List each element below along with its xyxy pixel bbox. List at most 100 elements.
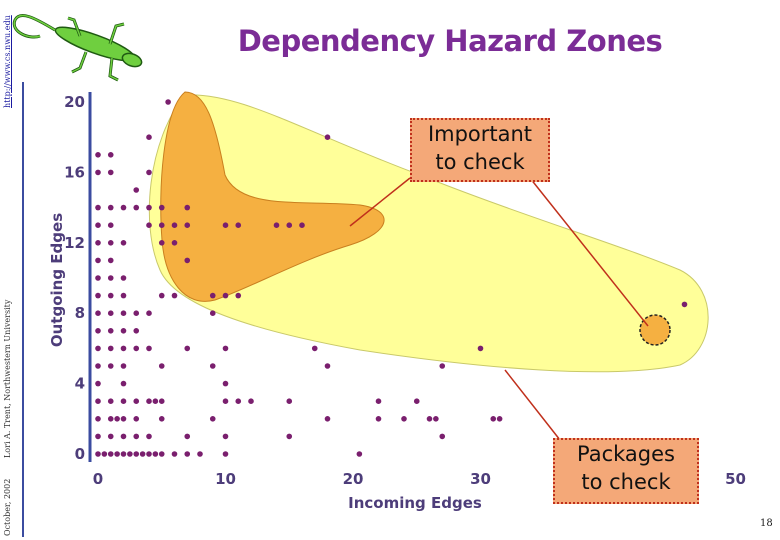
data-point: [152, 398, 159, 405]
data-points: [95, 99, 688, 457]
callout-important: Important to check: [410, 118, 550, 182]
data-point: [681, 301, 688, 308]
data-point: [299, 222, 305, 228]
data-point: [426, 416, 433, 422]
data-point: [95, 222, 101, 228]
data-point: [133, 433, 140, 440]
data-point: [120, 451, 127, 457]
page-number: 18: [760, 518, 773, 529]
data-point: [133, 328, 140, 334]
lizard-icon: [5, 2, 145, 87]
data-point: [171, 292, 178, 299]
data-point: [209, 310, 216, 317]
data-point: [248, 398, 254, 405]
data-point: [286, 222, 293, 228]
data-point: [101, 451, 108, 457]
y-tick-label: 8: [75, 304, 85, 322]
y-tick-label: 0: [75, 445, 85, 463]
y-tick-label: 16: [64, 163, 85, 181]
data-point: [158, 398, 165, 405]
data-point: [120, 433, 127, 440]
data-point: [95, 398, 101, 405]
data-point: [209, 292, 216, 299]
x-tick-label: 30: [470, 470, 491, 488]
data-point: [95, 328, 101, 334]
data-point: [133, 187, 140, 193]
data-point: [158, 240, 165, 246]
data-point: [120, 328, 127, 334]
data-point: [95, 345, 101, 352]
data-point: [439, 433, 446, 440]
data-point: [184, 222, 191, 228]
callout-line-packages: [504, 369, 561, 441]
data-point: [222, 398, 229, 405]
side-url-link[interactable]: http://www.cs.nwu.edu: [3, 15, 12, 108]
data-point: [184, 257, 191, 264]
data-point: [222, 222, 229, 228]
y-tick-label: 20: [64, 93, 85, 111]
data-point: [95, 292, 101, 299]
data-point: [158, 416, 165, 422]
callout-packages-line2: to check: [581, 470, 671, 494]
data-point: [146, 204, 152, 211]
data-point: [209, 416, 216, 422]
data-point: [107, 345, 114, 352]
x-tick-label: 10: [215, 470, 236, 488]
data-point: [120, 416, 127, 422]
data-point: [197, 451, 203, 457]
data-point: [146, 433, 152, 440]
data-point: [95, 416, 101, 422]
data-point: [95, 257, 101, 264]
data-point: [146, 451, 152, 457]
data-point: [184, 204, 191, 211]
data-point: [133, 416, 140, 422]
data-point: [107, 398, 114, 405]
data-point: [146, 310, 152, 317]
data-point: [107, 363, 114, 369]
data-point: [433, 416, 439, 422]
data-point: [120, 398, 127, 405]
x-tick-label: 20: [343, 470, 364, 488]
data-point: [158, 451, 165, 457]
callout-packages-line1: Packages: [577, 442, 675, 466]
data-point: [324, 363, 331, 369]
data-point: [95, 363, 101, 369]
left-rule: [22, 82, 24, 537]
data-point: [165, 99, 171, 105]
data-point: [107, 257, 114, 264]
callout-line-important-2: [529, 177, 649, 327]
data-point: [107, 292, 114, 299]
data-point: [107, 416, 114, 422]
data-point: [107, 310, 114, 317]
data-point: [107, 152, 114, 158]
data-point: [95, 433, 101, 440]
data-point: [120, 204, 127, 211]
data-point: [120, 345, 127, 352]
data-point: [120, 240, 127, 246]
data-point: [114, 416, 120, 422]
data-point: [95, 169, 101, 176]
data-point: [324, 416, 331, 422]
data-point: [107, 222, 114, 228]
callout-packages: Packages to check: [553, 438, 699, 504]
inner-hazard-zone: [160, 91, 385, 302]
x-tick-label: 0: [93, 470, 103, 488]
logo: [0, 0, 150, 90]
data-point: [146, 169, 152, 176]
data-point: [146, 398, 152, 405]
data-point: [120, 310, 127, 317]
data-point: [152, 451, 159, 457]
data-point: [95, 152, 101, 158]
data-point: [496, 416, 503, 422]
package-hazard-zone: [639, 314, 671, 346]
data-point: [95, 204, 101, 211]
data-point: [120, 380, 127, 387]
data-point: [95, 240, 101, 246]
hazard-zones: [148, 91, 709, 373]
data-point: [107, 169, 114, 176]
data-point: [146, 345, 152, 352]
data-point: [222, 380, 229, 387]
data-point: [273, 222, 280, 228]
data-point: [107, 275, 114, 281]
